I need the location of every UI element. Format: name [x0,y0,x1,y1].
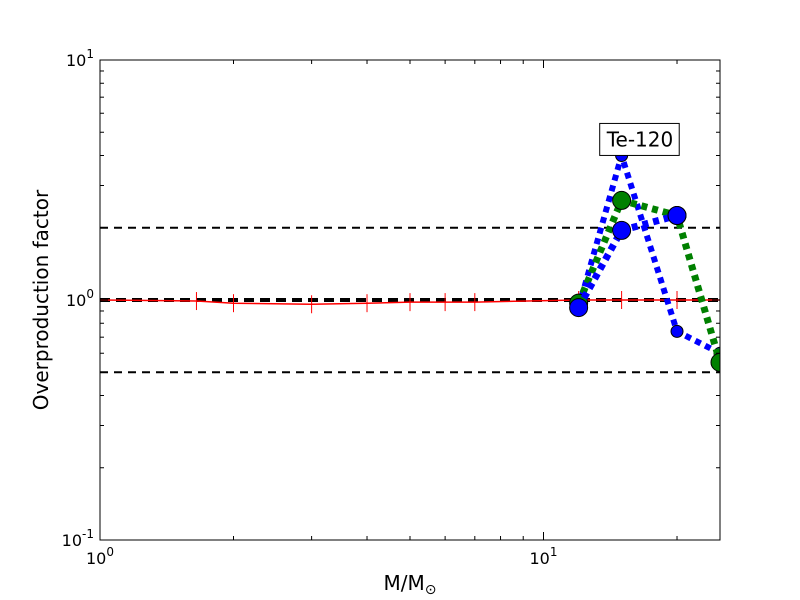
y-tick-label: 101 [66,47,94,70]
series-2-point [710,352,720,372]
x-axis-label-sub: ⊙ [425,582,437,598]
y-tick-label: 10-1 [62,527,94,550]
series-3-point [667,205,687,225]
annotation-box [599,122,680,156]
y-axis-label: Overproduction factor [29,189,53,410]
x-tick-label: 101 [530,545,558,568]
y-tick-label: 100 [66,287,94,310]
data-series [100,145,720,372]
annotation-te120: Te-120 [599,122,680,156]
series-1-line [575,145,720,356]
plot-frame [99,59,721,541]
series-0-line [100,299,720,306]
annotation-label: Te-120 [606,127,674,151]
series-3-point [612,220,632,240]
series-1-point [670,324,684,338]
x-axis-label: M/M⊙ [384,571,437,598]
x-tick-label: 100 [86,545,114,568]
series-2-point [612,190,632,210]
series-2-line [575,196,720,364]
x-axis-label-main: M/M [384,571,425,595]
series-3-point [569,298,589,318]
